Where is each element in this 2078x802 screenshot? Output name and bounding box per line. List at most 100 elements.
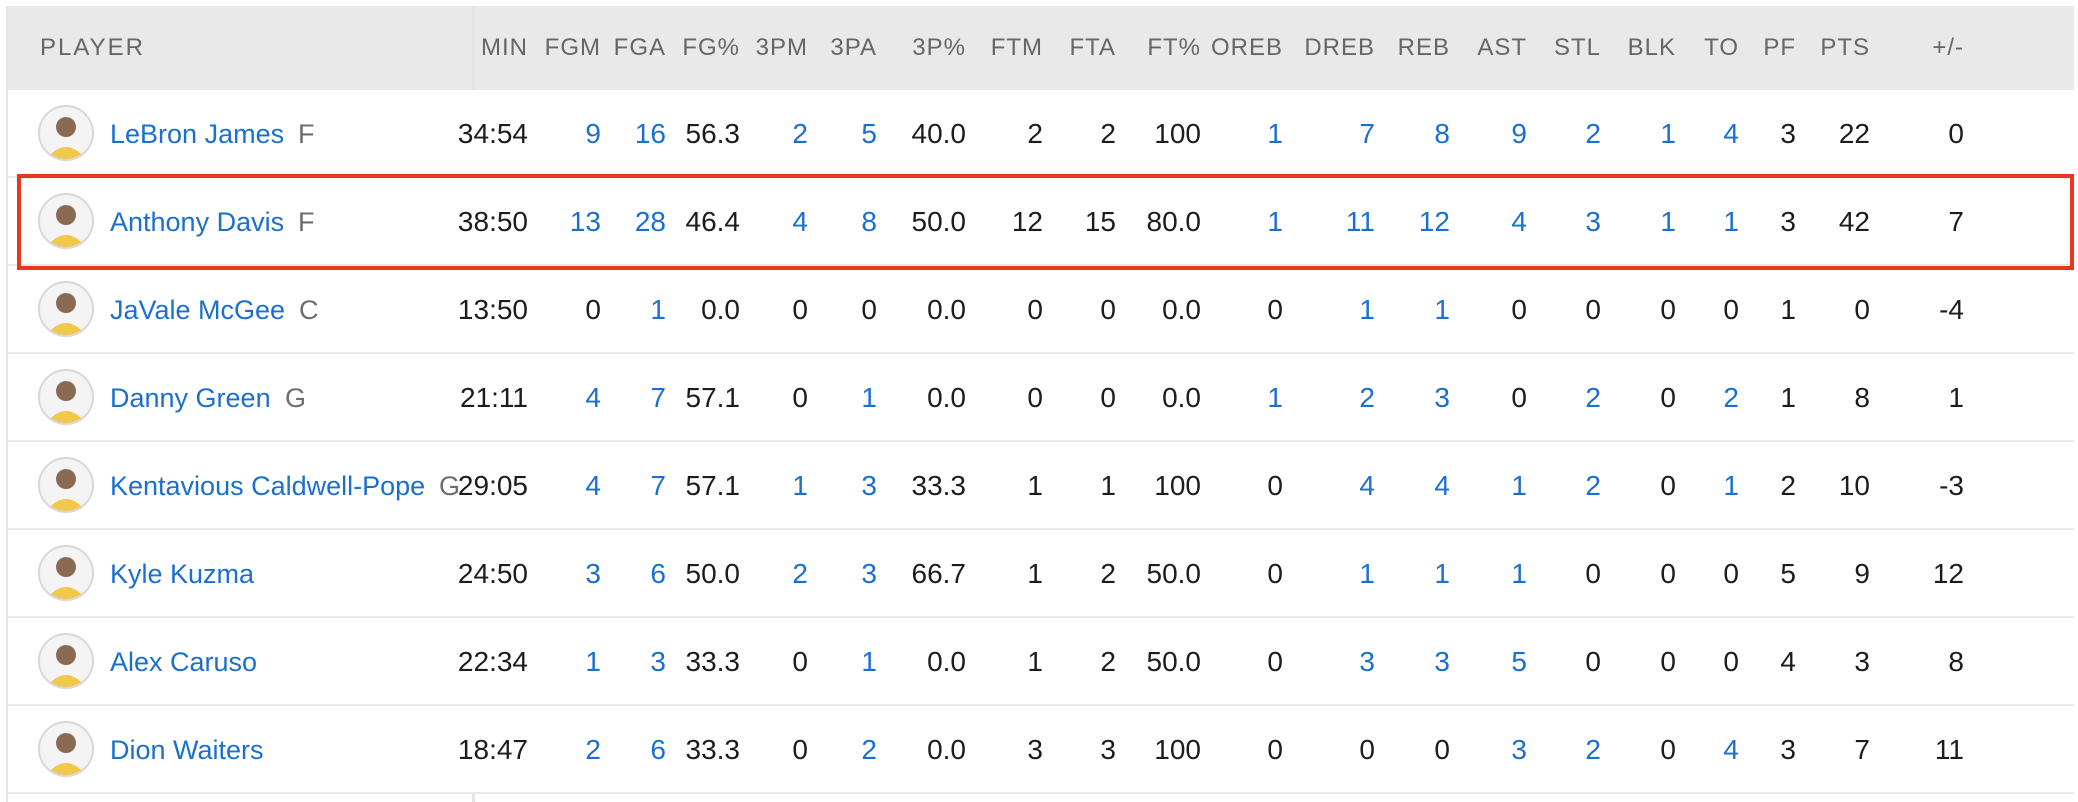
player-name-link[interactable]: JaVale McGee: [110, 295, 286, 325]
cell-ast[interactable]: 4: [1511, 206, 1527, 237]
header-min[interactable]: MIN: [481, 34, 528, 61]
cell-3pa[interactable]: 1: [861, 382, 877, 413]
player-avatar[interactable]: [38, 545, 94, 601]
cell-fga[interactable]: 7: [650, 470, 666, 501]
cell-reb[interactable]: 8: [1434, 118, 1450, 149]
player-name-link[interactable]: Anthony Davis: [110, 207, 285, 237]
player-avatar[interactable]: [38, 721, 94, 777]
header-3pm[interactable]: 3PM: [755, 34, 808, 61]
cell-fga[interactable]: 7: [650, 382, 666, 413]
cell-3pa[interactable]: 3: [861, 558, 877, 589]
cell-blk[interactable]: 1: [1660, 206, 1676, 237]
cell-oreb[interactable]: 1: [1267, 382, 1283, 413]
cell-3pa[interactable]: 1: [861, 646, 877, 677]
player-avatar[interactable]: [38, 105, 94, 161]
cell-reb[interactable]: 3: [1434, 646, 1450, 677]
player-name-link[interactable]: Kentavious Caldwell-Pope: [110, 471, 426, 501]
cell-blk[interactable]: 1: [1660, 118, 1676, 149]
header-pts[interactable]: PTS: [1820, 34, 1870, 61]
cell-3pm[interactable]: 2: [792, 118, 808, 149]
header-ast[interactable]: AST: [1477, 34, 1527, 61]
cell-dreb[interactable]: 7: [1359, 118, 1375, 149]
header-fta[interactable]: FTA: [1069, 34, 1116, 61]
cell-fga[interactable]: 6: [650, 734, 666, 765]
header-ft-pct[interactable]: FT%: [1147, 34, 1201, 61]
player-name-link[interactable]: Dion Waiters: [110, 735, 264, 765]
cell-stl[interactable]: 2: [1585, 734, 1601, 765]
cell-dreb[interactable]: 1: [1359, 558, 1375, 589]
cell-to[interactable]: 1: [1723, 206, 1739, 237]
player-avatar[interactable]: [38, 633, 94, 689]
cell-reb[interactable]: 4: [1434, 470, 1450, 501]
header-pf[interactable]: PF: [1763, 34, 1796, 61]
header-stl[interactable]: STL: [1553, 34, 1601, 61]
cell-ast[interactable]: 3: [1511, 734, 1527, 765]
cell-oreb[interactable]: 1: [1267, 206, 1283, 237]
header-ftm[interactable]: FTM: [990, 34, 1043, 61]
cell-ast[interactable]: 5: [1511, 646, 1527, 677]
cell-3pa[interactable]: 2: [861, 734, 877, 765]
cell-reb[interactable]: 12: [1418, 206, 1450, 237]
header-to[interactable]: TO: [1704, 34, 1739, 61]
header-fga[interactable]: FGA: [613, 34, 666, 61]
cell-stl[interactable]: 2: [1585, 470, 1601, 501]
cell-dreb[interactable]: 1: [1359, 294, 1375, 325]
cell-3pa[interactable]: 5: [861, 118, 877, 149]
cell-reb[interactable]: 1: [1434, 558, 1450, 589]
cell-ast[interactable]: 9: [1511, 118, 1527, 149]
cell-to[interactable]: 4: [1723, 118, 1739, 149]
cell-to[interactable]: 4: [1723, 734, 1739, 765]
cell-fga[interactable]: 28: [634, 206, 666, 237]
cell-3pm[interactable]: 1: [792, 470, 808, 501]
cell-fga[interactable]: 16: [634, 118, 666, 149]
cell-ftm: 0: [1027, 382, 1043, 413]
player-avatar[interactable]: [38, 457, 94, 513]
header-reb[interactable]: REB: [1397, 34, 1450, 61]
header-plus-minus[interactable]: +/-: [1932, 34, 1964, 61]
player-avatar[interactable]: [38, 369, 94, 425]
cell-dreb[interactable]: 11: [1345, 206, 1375, 237]
cell-3pa[interactable]: 8: [861, 206, 877, 237]
cell-fgm[interactable]: 2: [585, 734, 601, 765]
player-name-link[interactable]: Kyle Kuzma: [110, 559, 255, 589]
header-oreb[interactable]: OREB: [1210, 34, 1283, 61]
cell-dreb[interactable]: 2: [1359, 382, 1375, 413]
cell-stl[interactable]: 3: [1585, 206, 1601, 237]
player-name-link[interactable]: LeBron James: [110, 119, 285, 149]
cell-to[interactable]: 1: [1723, 470, 1739, 501]
cell-fga[interactable]: 3: [650, 646, 666, 677]
header-3pa[interactable]: 3PA: [830, 34, 877, 61]
player-name-link[interactable]: Danny Green: [110, 383, 271, 413]
header-fg-pct[interactable]: FG%: [682, 34, 740, 61]
player-name-link[interactable]: Alex Caruso: [110, 647, 258, 677]
cell-fgm[interactable]: 3: [585, 558, 601, 589]
cell-fga[interactable]: 1: [650, 294, 666, 325]
player-avatar[interactable]: [38, 193, 94, 249]
cell-fgm[interactable]: 13: [569, 206, 601, 237]
player-avatar[interactable]: [38, 281, 94, 337]
cell-fga[interactable]: 6: [650, 558, 666, 589]
header-player[interactable]: PLAYER: [40, 34, 145, 61]
cell-stl[interactable]: 2: [1585, 382, 1601, 413]
cell-stl[interactable]: 2: [1585, 118, 1601, 149]
cell-fgm[interactable]: 4: [585, 470, 601, 501]
cell-fgm[interactable]: 4: [585, 382, 601, 413]
cell-oreb: 0: [1267, 646, 1283, 677]
cell-fgm[interactable]: 9: [585, 118, 601, 149]
cell-ast[interactable]: 1: [1511, 558, 1527, 589]
cell-fgm[interactable]: 1: [585, 646, 601, 677]
cell-reb[interactable]: 1: [1434, 294, 1450, 325]
cell-3pm[interactable]: 4: [792, 206, 808, 237]
header-blk[interactable]: BLK: [1627, 34, 1676, 61]
cell-dreb[interactable]: 4: [1359, 470, 1375, 501]
cell-oreb[interactable]: 1: [1267, 118, 1283, 149]
header-dreb[interactable]: DREB: [1304, 34, 1375, 61]
header-fgm[interactable]: FGM: [544, 34, 601, 61]
header-3p-pct[interactable]: 3P%: [912, 34, 966, 61]
cell-to[interactable]: 2: [1723, 382, 1739, 413]
cell-3pm[interactable]: 2: [792, 558, 808, 589]
cell-ast[interactable]: 1: [1511, 470, 1527, 501]
cell-reb[interactable]: 3: [1434, 382, 1450, 413]
cell-3pa[interactable]: 3: [861, 470, 877, 501]
cell-dreb[interactable]: 3: [1359, 646, 1375, 677]
